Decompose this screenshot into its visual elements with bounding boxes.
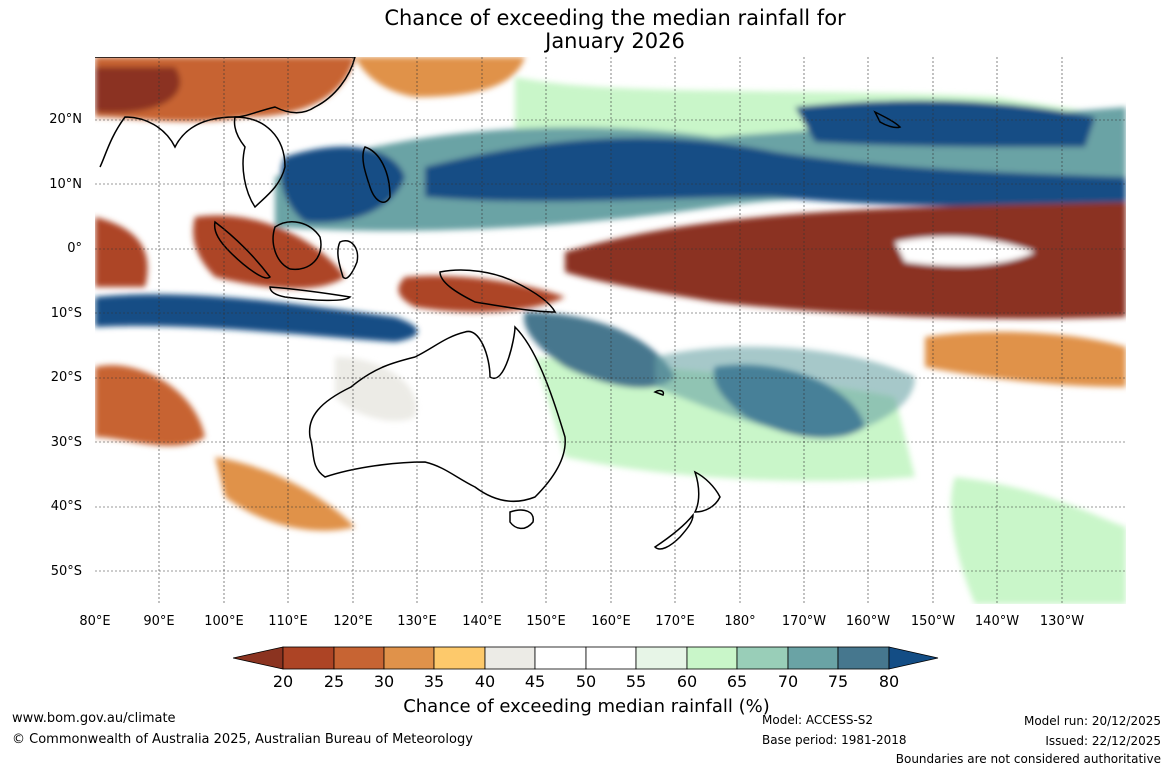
lat-label-30s: 30°S	[50, 435, 82, 450]
colorbar-label: Chance of exceeding median rainfall (%)	[403, 696, 770, 717]
lon-label-160w: 160°W	[845, 614, 891, 629]
copyright-notice: © Commonwealth of Australia 2025, Austra…	[12, 732, 473, 747]
lon-label-90e: 90°E	[143, 614, 175, 629]
lat-label-40s: 40°S	[50, 499, 82, 514]
colorbar-bin-60-65	[686, 646, 738, 670]
coastline-java	[269, 286, 352, 302]
field-blue-north-band	[425, 137, 1126, 207]
field-light-eq-pacific	[895, 236, 1035, 266]
lon-label-140e: 140°E	[462, 614, 502, 629]
model-name: Model: ACCESS-S2	[762, 713, 874, 727]
graticule	[95, 57, 1126, 604]
base-period: Base period: 1981-2018	[762, 733, 907, 747]
field-brown-indonesia	[193, 215, 345, 289]
coastline-new-zealand-north	[693, 470, 721, 513]
colorbar-tick-25: 25	[323, 672, 345, 691]
coastline-borneo	[272, 221, 322, 271]
lon-label-170e: 170°E	[655, 614, 695, 629]
lon-label-150e: 150°E	[526, 614, 566, 629]
colorbar-bin-55-60	[635, 646, 688, 670]
lat-label-20n: 20°N	[49, 112, 82, 127]
colorbar-bin-20-25	[282, 646, 335, 670]
colorbar-bin-30-35	[383, 646, 435, 670]
colorbar	[233, 646, 939, 670]
field-dark-brown-pacific	[565, 202, 1126, 319]
field-brown-indian-ocean	[95, 217, 148, 287]
colorbar-tick-50: 50	[575, 672, 597, 691]
coastline-philippines	[362, 146, 391, 203]
colorbar-tick-40: 40	[474, 672, 496, 691]
colorbar-tick-65: 65	[726, 672, 748, 691]
colorbar-bin-50-55	[585, 646, 637, 670]
lon-label-150w: 150°W	[910, 614, 956, 629]
lat-label-20s: 20°S	[50, 370, 82, 385]
coastline-indochina	[233, 116, 286, 209]
colorbar-tick-20: 20	[272, 672, 294, 691]
lon-label-140w: 140°W	[974, 614, 1020, 629]
lon-label-170w: 170°W	[781, 614, 827, 629]
lon-label-180: 180°	[724, 614, 756, 629]
field-green-se	[951, 477, 1126, 604]
coastline-tasmania	[509, 509, 534, 530]
rainfall-map	[95, 57, 1126, 604]
coastline-hawaii	[873, 110, 902, 129]
lon-label-120e: 120°E	[333, 614, 373, 629]
colorbar-tick-55: 55	[625, 672, 647, 691]
field-orange-north-center	[355, 57, 525, 97]
lat-label-10s: 10°S	[50, 306, 82, 321]
coastline-new-zealand-south	[653, 512, 694, 550]
colorbar-tick-75: 75	[827, 672, 849, 691]
lon-label-160e: 160°E	[591, 614, 631, 629]
lon-label-110e: 110°E	[268, 614, 308, 629]
colorbar-tick-80: 80	[878, 672, 900, 691]
field-blue-coral-sea	[524, 312, 675, 388]
colorbar-bin-45-50	[534, 646, 587, 670]
lon-label-100e: 100°E	[204, 614, 244, 629]
website-link[interactable]: www.bom.gov.au/climate	[12, 711, 176, 726]
map-title-line1: Chance of exceeding the median rainfall …	[384, 6, 846, 30]
field-orange-east	[925, 331, 1126, 387]
coastline-australia	[308, 325, 566, 503]
coastline-asia-mainland	[95, 57, 356, 168]
field-teal-south-pacific	[655, 346, 915, 437]
field-blue-maritime	[281, 146, 405, 223]
lat-label-0: 0°	[67, 241, 82, 256]
colorbar-bin-65-70	[736, 646, 789, 670]
field-blue-northeast	[795, 100, 1095, 147]
colorbar-tick-60: 60	[676, 672, 698, 691]
graticule-lon-lines	[158, 57, 1063, 604]
colorbar-bin-75-80	[837, 646, 890, 670]
coastline-sumatra	[213, 220, 271, 279]
field-brown-sw-indian	[95, 365, 205, 446]
colorbar-bin-70-75	[787, 646, 839, 670]
lon-label-130e: 130°E	[397, 614, 437, 629]
coastline-sulawesi	[337, 240, 359, 279]
coastline-fiji	[653, 389, 665, 396]
colorbar-under-arrow	[233, 646, 284, 670]
colorbar-tick-35: 35	[423, 672, 445, 691]
map-title-line2: January 2026	[545, 29, 685, 53]
lat-label-50s: 50°S	[50, 564, 82, 579]
coastlines	[95, 57, 902, 550]
rainfall-fields	[95, 57, 1126, 604]
field-grey-australia	[335, 357, 417, 421]
lon-label-80e: 80°E	[79, 614, 111, 629]
colorbar-tick-70: 70	[777, 672, 799, 691]
field-orange-south-indian	[215, 457, 355, 531]
issued-date: Issued: 22/12/2025	[1045, 734, 1161, 748]
colorbar-bin-25-30	[333, 646, 385, 670]
colorbar-over-arrow	[888, 646, 939, 670]
colorbar-bin-40-45	[484, 646, 536, 670]
coastline-new-guinea	[439, 269, 557, 313]
lat-label-10n: 10°N	[49, 177, 82, 192]
lon-label-130w: 130°W	[1039, 614, 1085, 629]
colorbar-tick-30: 30	[373, 672, 395, 691]
field-blue-indian-band	[95, 294, 418, 342]
colorbar-tick-45: 45	[524, 672, 546, 691]
boundaries-disclaimer: Boundaries are not considered authoritat…	[895, 752, 1161, 766]
colorbar-bin-35-40	[433, 646, 486, 670]
model-run-date: Model run: 20/12/2025	[1023, 714, 1161, 728]
